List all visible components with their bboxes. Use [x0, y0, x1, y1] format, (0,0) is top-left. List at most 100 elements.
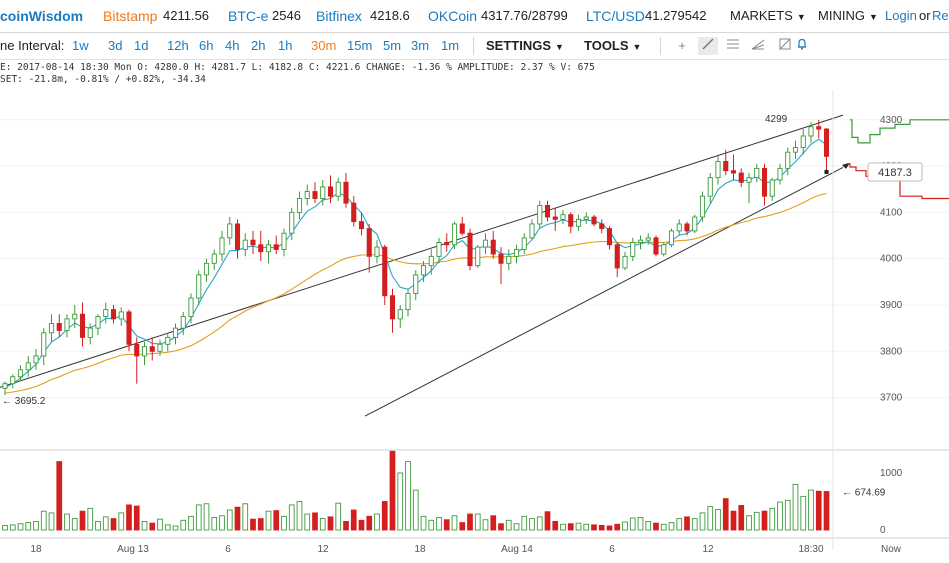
interval-30m[interactable]: 30m: [311, 38, 337, 53]
interval-3m[interactable]: 3m: [411, 38, 430, 53]
volume-bar: [730, 510, 737, 531]
x-tick-label: Now: [881, 544, 902, 555]
candle-up: [141, 346, 148, 357]
volume-bar: [474, 513, 481, 531]
upper-trendline: [0, 114, 844, 388]
candle-up: [196, 274, 202, 299]
candle-down: [258, 244, 264, 253]
volume-bar: [381, 501, 388, 531]
volume-bar: [443, 519, 450, 531]
exchange-okcoin-link[interactable]: OKCoin: [428, 8, 478, 24]
volume-bar: [808, 489, 814, 531]
register-link[interactable]: Reg: [932, 8, 949, 23]
fibonacci-tool-icon[interactable]: [748, 37, 768, 55]
markets-menu[interactable]: MARKETS ▼: [730, 8, 806, 23]
candle-down: [684, 223, 690, 232]
candle-up: [304, 191, 310, 199]
volume-bar: [699, 512, 706, 531]
interval-1h[interactable]: 1h: [278, 38, 293, 53]
volume-bar: [234, 506, 241, 531]
candle-down: [273, 244, 279, 250]
volume-bar: [296, 501, 303, 531]
mining-menu[interactable]: MINING ▼: [818, 8, 878, 23]
volume-bar: [327, 516, 334, 531]
exchange-bitstamp-link[interactable]: Bitstamp: [103, 8, 158, 24]
volume-tick-label: 0: [880, 525, 886, 536]
volume-bar: [761, 510, 768, 531]
candle-down: [467, 232, 473, 267]
or-text: or: [919, 8, 931, 23]
candle-up: [746, 177, 752, 183]
candle-down: [351, 202, 357, 223]
trendline-tool-icon[interactable]: [698, 37, 718, 55]
interval-15m[interactable]: 15m: [347, 38, 373, 53]
candle-up: [397, 309, 403, 320]
candle-down: [149, 346, 155, 352]
crosshair-icon[interactable]: +: [678, 38, 686, 53]
volume-bar: [707, 506, 714, 531]
volume-bar: [800, 495, 807, 531]
volume-bar: [769, 507, 776, 531]
volume-bar: [335, 502, 342, 531]
volume-bar: [746, 515, 752, 531]
volume-bar: [536, 516, 543, 531]
candle-down: [358, 221, 365, 230]
candle-up: [630, 242, 636, 257]
volume-bar: [281, 515, 287, 531]
volume-last-label: ← 674.69: [842, 488, 886, 499]
exchange-okcoin-price: 4317.76/28799: [481, 8, 568, 23]
volume-bar: [668, 522, 675, 531]
candle-up: [699, 195, 706, 218]
interval-1d[interactable]: 1d: [134, 38, 149, 53]
chevron-down-icon: ▼: [555, 42, 564, 52]
exchange-bitfinex-link[interactable]: Bitfinex: [316, 8, 362, 24]
candle-up: [513, 248, 520, 257]
horizontal-lines-icon[interactable]: [723, 37, 743, 55]
x-tick-label: 18: [414, 544, 426, 555]
x-tick-label: 18:30: [798, 544, 823, 555]
interval-5m[interactable]: 5m: [383, 38, 402, 53]
y-tick-label: 3800: [880, 346, 903, 357]
interval-1m[interactable]: 1m: [441, 38, 460, 53]
eraser-icon[interactable]: [775, 37, 795, 55]
interval-12h[interactable]: 12h: [167, 38, 189, 53]
offset-info-line: SET: -21.8m, -0.81% / +0.82%, -34.34: [0, 74, 206, 85]
site-logo[interactable]: coinWisdom: [0, 8, 84, 24]
x-tick-label: Aug 14: [501, 544, 533, 555]
candle-down: [79, 313, 86, 338]
exchange-ltcusd-link[interactable]: LTC/USD: [586, 8, 645, 24]
volume-bar: [505, 519, 512, 531]
interval-label: ne Interval:: [0, 38, 65, 53]
tools-menu[interactable]: TOOLS ▼: [584, 38, 641, 53]
interval-6h[interactable]: 6h: [199, 38, 214, 53]
candle-up: [637, 239, 644, 243]
interval-3d[interactable]: 3d: [108, 38, 123, 53]
volume-bar: [482, 519, 489, 531]
x-tick-label: 18: [30, 544, 42, 555]
login-link[interactable]: Login: [885, 8, 917, 23]
ema-slow-line: [4, 192, 827, 394]
volume-bar: [95, 521, 101, 531]
volume-bar: [467, 513, 473, 531]
volume-bar: [428, 519, 435, 531]
volume-bar: [738, 505, 745, 531]
candle-up: [560, 214, 566, 220]
volume-bar: [622, 521, 628, 531]
volume-bar: [110, 518, 117, 531]
candle-up: [482, 239, 489, 248]
interval-1w[interactable]: 1w: [72, 38, 89, 53]
interval-4h[interactable]: 4h: [225, 38, 240, 53]
settings-menu[interactable]: SETTINGS ▼: [486, 38, 564, 53]
interval-2h[interactable]: 2h: [251, 38, 266, 53]
volume-bar: [598, 524, 605, 531]
exchange-btce-link[interactable]: BTC-e: [228, 8, 269, 24]
candle-up: [707, 177, 713, 197]
bell-icon[interactable]: [792, 37, 812, 55]
volume-bar: [141, 521, 148, 531]
volume-bar: [71, 518, 78, 531]
candle-up: [785, 151, 791, 169]
volume-bar: [79, 510, 86, 531]
candle-down: [823, 128, 830, 157]
volume-bar: [567, 523, 574, 531]
